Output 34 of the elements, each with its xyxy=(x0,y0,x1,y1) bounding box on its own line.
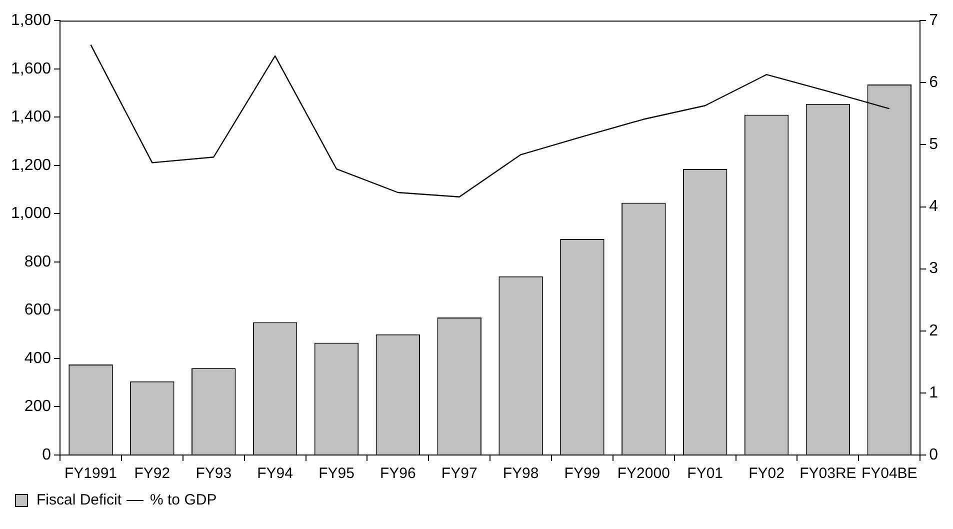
x-tick-label: FY98 xyxy=(502,465,539,482)
y2-tick-label: 0 xyxy=(929,446,938,464)
x-tick-label: FY99 xyxy=(564,465,600,482)
y2-tick-label: 1 xyxy=(929,384,938,402)
y-tick-label: 0 xyxy=(42,446,52,464)
x-tick-label: FY03RE xyxy=(800,465,856,482)
y-tick-label: 1,600 xyxy=(10,60,52,78)
y-tick-label: 200 xyxy=(24,398,52,416)
legend-label: Fiscal Deficit xyxy=(36,492,122,509)
x-tick-label: FY04BE xyxy=(861,465,918,482)
y2-tick-label: 2 xyxy=(929,322,938,340)
legend-label: % to GDP xyxy=(150,492,217,509)
x-tick-label: FY92 xyxy=(134,465,170,482)
y2-tick-label: 5 xyxy=(929,136,938,154)
y-tick-label: 1,000 xyxy=(10,205,52,222)
x-tick-label: FY94 xyxy=(257,465,293,482)
y2-tick-label: 7 xyxy=(929,12,938,30)
y-tick-label: 800 xyxy=(24,253,52,270)
y2-tick-label: 3 xyxy=(929,260,938,278)
x-tick-label: FY93 xyxy=(196,465,232,482)
y2-tick-label: 6 xyxy=(929,74,938,92)
y2-tick-label: 4 xyxy=(929,198,938,216)
x-tick-label: FY97 xyxy=(441,465,478,482)
x-tick-label: FY96 xyxy=(380,465,416,482)
x-tick-label: FY95 xyxy=(318,465,354,482)
y-tick-label: 1,200 xyxy=(10,156,52,174)
y-tick-label: 400 xyxy=(24,350,52,367)
x-tick-label: FY1991 xyxy=(64,465,118,482)
x-tick-label: FY01 xyxy=(687,465,724,482)
x-tick-label: FY2000 xyxy=(617,465,670,482)
x-tick-label: FY02 xyxy=(748,465,784,482)
y-tick-label: 1,400 xyxy=(10,108,52,126)
y-tick-label: 600 xyxy=(24,302,52,319)
y-tick-label: 1,800 xyxy=(10,12,52,30)
